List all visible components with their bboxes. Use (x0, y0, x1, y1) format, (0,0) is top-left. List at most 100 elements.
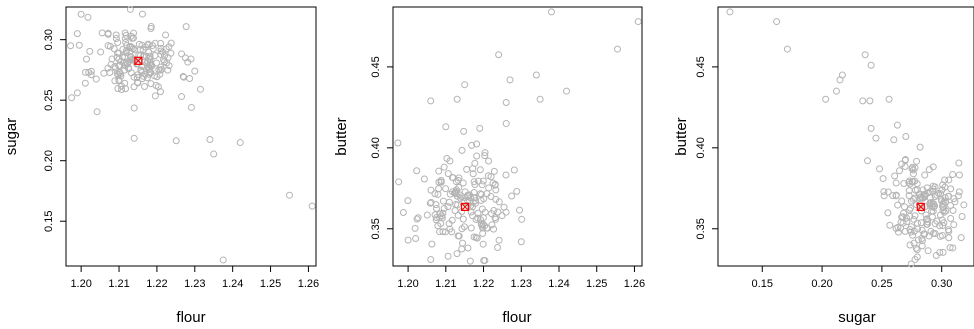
data-point (912, 244, 920, 252)
data-point (502, 99, 510, 107)
y-axis-label: butter (673, 117, 690, 155)
data-point (438, 212, 446, 220)
data-point (453, 95, 461, 103)
data-point (134, 71, 142, 79)
data-point (902, 214, 910, 222)
data-point (148, 42, 156, 50)
data-point (944, 226, 952, 234)
data-point (916, 194, 924, 202)
data-point (924, 247, 932, 255)
data-point (167, 39, 175, 47)
data-point (473, 152, 481, 160)
data-point (940, 198, 948, 206)
data-point (452, 200, 460, 208)
data-point (87, 71, 95, 79)
x-tick-label: 1.25 (260, 278, 281, 290)
data-point (162, 31, 170, 39)
panel-flour-vs-butter: 1.20 1.21 1.22 1.23 1.24 1.25 1.26 0.35 0.40 0.45… (333, 6, 645, 326)
data-point (427, 186, 435, 194)
y-tick-label: 0.20 (43, 150, 55, 171)
data-point (913, 219, 921, 227)
data-point (911, 212, 919, 220)
data-point (949, 170, 957, 178)
data-point (156, 88, 164, 96)
data-point (125, 57, 133, 65)
data-point (87, 67, 95, 75)
data-point (111, 77, 119, 85)
data-point (130, 134, 138, 142)
data-point (926, 200, 934, 208)
data-point (82, 55, 90, 63)
x-tick-label: 1.22 (146, 278, 167, 290)
data-point (913, 246, 921, 254)
data-point (911, 164, 919, 172)
data-point (613, 45, 621, 53)
data-point (502, 120, 510, 128)
data-point (163, 59, 171, 67)
x-axis-label: sugar (838, 309, 876, 326)
data-point (73, 89, 81, 97)
data-point (894, 201, 902, 209)
data-point (138, 75, 146, 83)
data-point (435, 185, 443, 193)
data-point (67, 42, 75, 50)
data-point (455, 232, 463, 240)
data-point (452, 178, 460, 186)
data-point (414, 214, 422, 222)
y-tick-label: 0.35 (695, 218, 707, 239)
data-point (532, 71, 540, 79)
data-point (957, 234, 965, 242)
data-point (446, 157, 454, 165)
data-point (864, 157, 872, 165)
data-point (918, 237, 926, 245)
x-tick-label: 1.22 (473, 278, 494, 290)
data-point (435, 178, 443, 186)
data-point (908, 165, 916, 173)
data-point (473, 140, 481, 148)
data-point (884, 188, 892, 196)
data-point (822, 95, 830, 103)
data-point (495, 51, 503, 59)
data-point (492, 186, 500, 194)
x-tick-label: 0.15 (752, 278, 773, 290)
data-point (122, 85, 130, 93)
data-point (944, 192, 952, 200)
data-point (138, 41, 146, 49)
data-point (139, 46, 147, 54)
data-point (210, 150, 218, 158)
data-point (913, 201, 921, 209)
data-point (122, 38, 130, 46)
data-point (908, 197, 916, 205)
data-point (437, 220, 445, 228)
data-point (427, 198, 435, 206)
data-point (435, 167, 443, 175)
data-point (492, 215, 500, 223)
data-point (931, 192, 939, 200)
data-point (461, 81, 469, 89)
plot-frame (717, 6, 974, 267)
data-point (859, 97, 867, 105)
data-point (947, 185, 955, 193)
data-point (121, 53, 129, 61)
data-point (151, 52, 159, 60)
data-point (899, 219, 907, 227)
x-tick-label: 1.24 (548, 278, 569, 290)
data-point (454, 176, 462, 184)
data-point (454, 211, 462, 219)
data-point (395, 178, 403, 186)
data-point (913, 253, 921, 261)
data-point (445, 220, 453, 228)
data-point (908, 178, 916, 186)
data-point (147, 80, 155, 88)
data-point (178, 93, 186, 101)
data-point (783, 45, 791, 53)
data-point (946, 244, 954, 252)
data-point (955, 188, 963, 196)
data-point (918, 242, 926, 250)
data-point (442, 185, 450, 193)
data-point (161, 52, 169, 60)
data-point (73, 30, 81, 38)
data-point (413, 215, 421, 223)
data-point (495, 198, 503, 206)
